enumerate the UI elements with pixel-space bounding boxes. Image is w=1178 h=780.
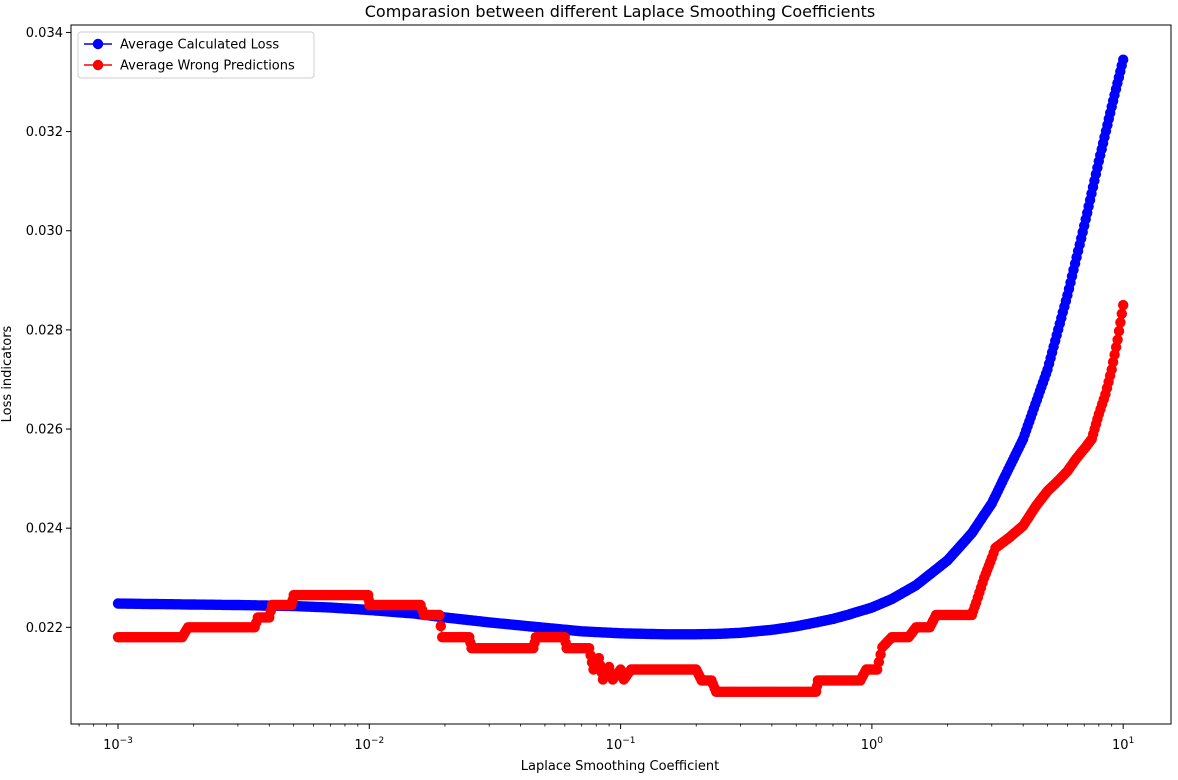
y-tick-label: 0.034 bbox=[26, 26, 63, 41]
legend-label: Average Wrong Predictions bbox=[120, 59, 295, 74]
legend-label: Average Calculated Loss bbox=[120, 38, 279, 53]
y-tick-label: 0.030 bbox=[26, 224, 63, 239]
chart-title: Comparasion between different Laplace Sm… bbox=[365, 2, 876, 21]
legend-marker bbox=[92, 59, 104, 71]
y-tick-label: 0.022 bbox=[26, 621, 63, 636]
y-tick-label: 0.028 bbox=[26, 323, 63, 338]
y-axis: 0.022 0.024 0.026 0.028 0.030 0.032 0.034 bbox=[26, 26, 71, 636]
data-point bbox=[1113, 325, 1125, 337]
legend: Average Calculated Loss Average Wrong Pre… bbox=[77, 31, 315, 79]
x-axis: 10−3 10−2 10−1 100 101 bbox=[78, 724, 1134, 753]
data-point bbox=[434, 609, 445, 621]
x-tick-label: 100 bbox=[861, 736, 884, 753]
plot-frame bbox=[70, 24, 1172, 725]
data-point bbox=[1118, 54, 1129, 65]
x-axis-label: Laplace Smoothing Coefficient bbox=[521, 759, 719, 774]
y-tick-label: 0.024 bbox=[26, 522, 63, 537]
data-point bbox=[435, 620, 446, 632]
data-point bbox=[1118, 299, 1129, 311]
data-point bbox=[1116, 308, 1128, 319]
series-line bbox=[117, 59, 1124, 636]
y-axis-label: Loss indicators bbox=[0, 325, 15, 422]
x-tick-label: 10−3 bbox=[103, 736, 133, 753]
series-0 bbox=[112, 54, 1129, 640]
legend-marker bbox=[92, 38, 104, 50]
data-point bbox=[1112, 334, 1123, 345]
x-tick-label: 10−2 bbox=[354, 736, 384, 753]
data-point bbox=[1115, 317, 1126, 328]
y-tick-label: 0.032 bbox=[26, 125, 63, 140]
x-tick-label: 101 bbox=[1112, 736, 1134, 753]
series-1 bbox=[112, 299, 1129, 697]
series-layer bbox=[112, 54, 1129, 697]
y-tick-label: 0.026 bbox=[26, 423, 63, 438]
legend-box bbox=[77, 31, 315, 79]
x-tick-label: 10−1 bbox=[606, 736, 636, 753]
